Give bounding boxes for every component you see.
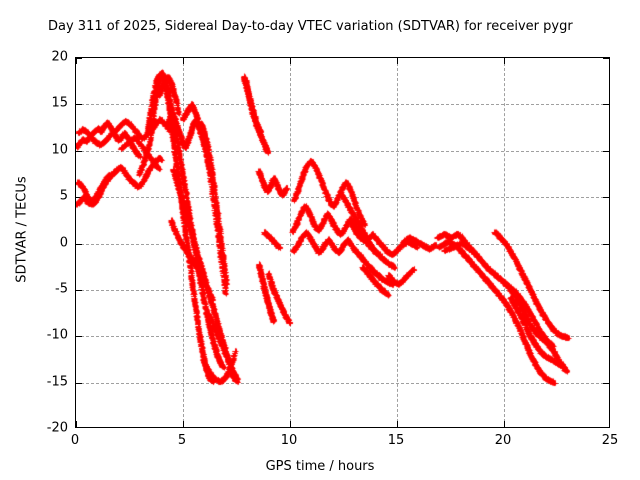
y-tick-label: 10 <box>51 142 68 158</box>
scatter-data-layer <box>76 58 609 427</box>
y-tick-label: -15 <box>46 374 68 390</box>
x-tick-label: 0 <box>70 433 80 448</box>
y-axis-tick-labels: 20 15 10 5 0 -5 -10 -15 -20 <box>28 51 68 435</box>
y-axis-label: SDTVAR / TECUs <box>14 176 30 283</box>
y-tick-label: 20 <box>51 49 68 65</box>
y-tick-label: -5 <box>55 281 68 297</box>
y-tick-label: -10 <box>46 327 68 343</box>
x-tick-label: 15 <box>387 433 405 448</box>
y-tick-label: 15 <box>51 95 68 111</box>
x-tick-label: 5 <box>177 433 187 448</box>
chart-title: Day 311 of 2025, Sidereal Day-to-day VTE… <box>48 19 573 34</box>
x-tick-label: 20 <box>494 433 512 448</box>
y-tick-label: 5 <box>59 188 68 204</box>
plot-area <box>75 57 610 428</box>
x-axis-label: GPS time / hours <box>265 459 375 474</box>
x-tick-label: 10 <box>280 433 298 448</box>
y-tick-label: 0 <box>59 235 68 250</box>
y-tick-label: -20 <box>46 420 68 436</box>
x-axis-tick-labels: 0 5 10 15 20 25 <box>71 433 618 452</box>
x-tick-label: 25 <box>601 433 619 448</box>
